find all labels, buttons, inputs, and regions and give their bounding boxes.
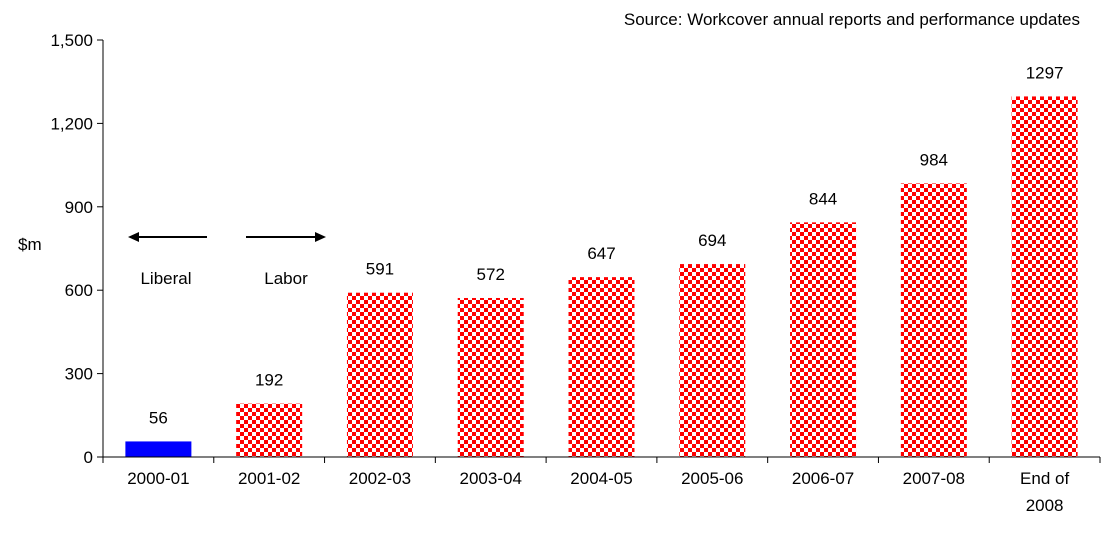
- chart-source-note: Source: Workcover annual reports and per…: [624, 10, 1080, 29]
- bar: [900, 183, 967, 457]
- bar: [1011, 96, 1078, 458]
- bar-value-label: 844: [809, 189, 837, 208]
- bar-value-label: 572: [477, 265, 505, 284]
- x-tick-label: 2002-03: [349, 469, 411, 488]
- y-tick-label: 900: [65, 198, 93, 217]
- x-tick-label: 2006-07: [792, 469, 854, 488]
- bar-value-label: 591: [366, 260, 394, 279]
- liberal-label: Liberal: [140, 269, 191, 288]
- x-axis: 2000-01 2001-02 2002-03 2003-04 2004-05 2005-…: [102, 456, 1101, 515]
- y-axis: 0 300 600 900 1,200 1,500: [50, 31, 104, 467]
- liberal-arrow-annotation: Liberal: [128, 232, 207, 288]
- x-tick-label: 2007-08: [903, 469, 965, 488]
- bar: [125, 441, 192, 457]
- bar: [236, 403, 303, 457]
- bars-group: [125, 96, 1078, 458]
- left-arrowhead: [128, 232, 139, 242]
- y-tick-label: 600: [65, 281, 93, 300]
- x-tick-label: End of 2008: [1020, 469, 1069, 515]
- y-tick-label: 300: [65, 365, 93, 384]
- labor-arrow-annotation: Labor: [246, 232, 326, 288]
- bar: [568, 277, 635, 457]
- x-tick-label: 2005-06: [681, 469, 743, 488]
- y-tick-label: 0: [84, 448, 93, 467]
- bar: [679, 264, 746, 457]
- bar-value-label: 984: [920, 150, 948, 169]
- x-tick-label: 2001-02: [238, 469, 300, 488]
- bar-value-label: 647: [587, 244, 615, 263]
- x-tick-label: 2000-01: [127, 469, 189, 488]
- bar: [346, 292, 413, 457]
- right-arrowhead: [315, 232, 326, 242]
- bar-value-label: 1297: [1026, 63, 1064, 82]
- labor-label: Labor: [264, 269, 308, 288]
- y-tick-label: 1,200: [50, 114, 93, 133]
- y-axis-label: $m: [18, 235, 42, 254]
- bar-value-label: 192: [255, 371, 283, 390]
- bar: [457, 297, 524, 457]
- bar-value-label: 56: [149, 408, 168, 427]
- value-labels-group: 56 192 591 572 647 694 844 984 1297: [149, 63, 1064, 427]
- x-tick-label: 2004-05: [570, 469, 632, 488]
- bar-value-label: 694: [698, 231, 726, 250]
- x-tick-label: 2003-04: [460, 469, 522, 488]
- y-tick-label: 1,500: [50, 31, 93, 50]
- bar: [790, 222, 857, 457]
